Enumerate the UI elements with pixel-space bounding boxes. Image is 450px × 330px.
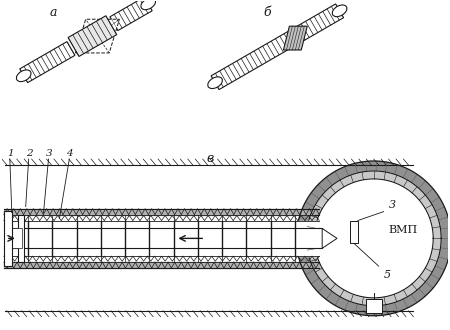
Polygon shape bbox=[110, 0, 152, 31]
Ellipse shape bbox=[332, 5, 347, 16]
Ellipse shape bbox=[141, 0, 156, 10]
Text: в: в bbox=[207, 152, 214, 165]
Text: 3: 3 bbox=[45, 149, 52, 158]
Ellipse shape bbox=[208, 77, 222, 88]
Polygon shape bbox=[297, 161, 450, 316]
Polygon shape bbox=[284, 26, 307, 50]
Polygon shape bbox=[211, 4, 343, 89]
Bar bbox=[350, 220, 358, 243]
Text: 3: 3 bbox=[389, 200, 396, 210]
Polygon shape bbox=[76, 19, 119, 53]
Polygon shape bbox=[68, 16, 117, 56]
Bar bbox=[4, 211, 12, 266]
Text: 4: 4 bbox=[66, 149, 73, 158]
Text: а: а bbox=[50, 6, 57, 19]
Bar bbox=[18, 214, 24, 262]
Bar bbox=[4, 228, 22, 248]
Text: б: б bbox=[264, 6, 271, 19]
Ellipse shape bbox=[16, 70, 31, 82]
Polygon shape bbox=[322, 228, 337, 248]
Bar bbox=[366, 299, 382, 313]
Text: ВМП: ВМП bbox=[389, 225, 418, 235]
Text: 5: 5 bbox=[384, 270, 391, 280]
Polygon shape bbox=[314, 179, 433, 298]
Text: 1: 1 bbox=[7, 149, 14, 158]
Polygon shape bbox=[306, 171, 441, 306]
Polygon shape bbox=[20, 42, 75, 82]
Text: 2: 2 bbox=[26, 149, 32, 158]
